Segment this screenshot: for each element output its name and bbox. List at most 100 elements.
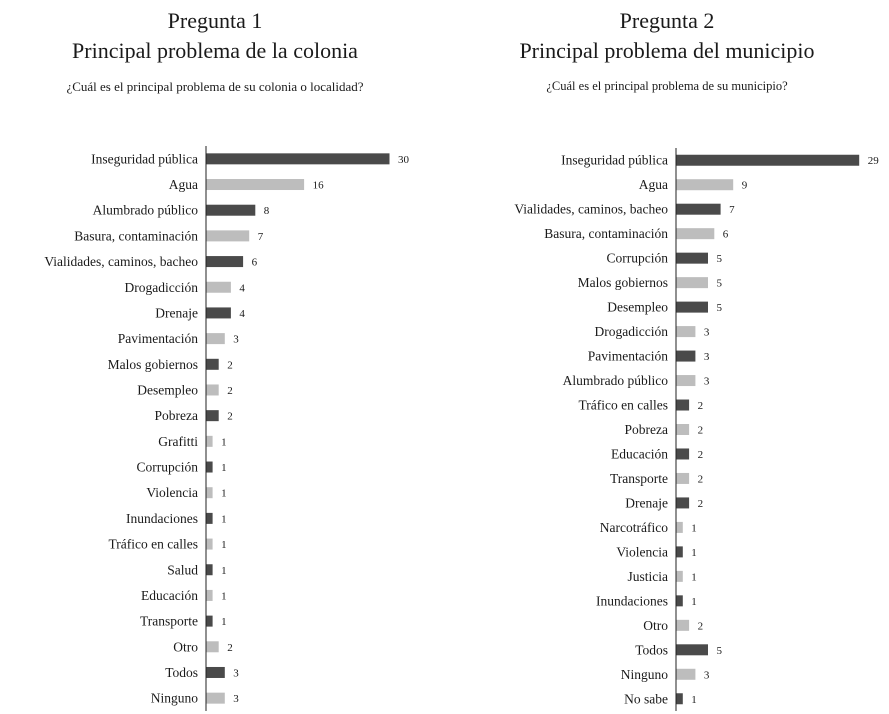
category-label: Transporte bbox=[140, 614, 198, 629]
category-label: Pobreza bbox=[625, 422, 668, 437]
bar bbox=[676, 424, 690, 435]
value-label: 8 bbox=[264, 205, 270, 217]
chart-panel-1: Pregunta 1 Principal problema de la colo… bbox=[0, 0, 430, 714]
bar bbox=[676, 252, 708, 264]
value-label: 2 bbox=[698, 449, 704, 461]
category-label: Ninguno bbox=[151, 691, 199, 706]
value-label: 4 bbox=[239, 308, 245, 320]
category-label: Educación bbox=[611, 446, 668, 461]
category-label: Drogadicción bbox=[595, 324, 669, 339]
category-label: Tráfico en calles bbox=[579, 398, 668, 413]
category-label: Pavimentación bbox=[118, 331, 198, 346]
category-label: Desempleo bbox=[137, 382, 198, 397]
bar bbox=[676, 497, 690, 509]
category-label: Agua bbox=[169, 177, 198, 192]
value-label: 1 bbox=[221, 590, 227, 602]
value-label: 1 bbox=[691, 596, 697, 608]
value-label: 5 bbox=[717, 302, 723, 314]
value-label: 5 bbox=[717, 278, 723, 290]
category-label: Otro bbox=[643, 618, 668, 633]
value-label: 2 bbox=[227, 411, 233, 423]
category-label: Vialidades, caminos, bacheo bbox=[44, 254, 198, 269]
bar bbox=[206, 435, 213, 447]
bar bbox=[206, 487, 213, 499]
bar bbox=[676, 693, 683, 705]
chart-2-question: ¿Cuál es el principal problema de su mun… bbox=[546, 79, 788, 93]
category-label: Narcotráfico bbox=[600, 520, 668, 535]
value-label: 3 bbox=[233, 693, 239, 705]
category-label: Inundaciones bbox=[596, 593, 668, 608]
bar bbox=[676, 301, 708, 313]
bar bbox=[206, 358, 219, 370]
bar bbox=[206, 564, 213, 576]
bar bbox=[206, 410, 219, 422]
category-label: Basura, contaminación bbox=[74, 228, 198, 243]
category-label: Inseguridad pública bbox=[561, 153, 668, 168]
category-label: Violencia bbox=[146, 485, 198, 500]
value-label: 2 bbox=[698, 400, 704, 412]
value-label: 1 bbox=[221, 539, 227, 551]
bar bbox=[206, 179, 305, 191]
bar bbox=[206, 538, 213, 550]
value-label: 1 bbox=[221, 616, 227, 628]
value-label: 3 bbox=[704, 351, 710, 363]
bar bbox=[206, 666, 225, 678]
value-label: 2 bbox=[227, 359, 233, 371]
bar bbox=[676, 326, 696, 338]
value-label: 5 bbox=[717, 253, 723, 265]
category-label: Todos bbox=[165, 665, 198, 680]
bar bbox=[676, 228, 715, 240]
bar bbox=[676, 668, 696, 680]
bar bbox=[206, 256, 244, 268]
bar bbox=[676, 546, 683, 558]
category-label: Grafitti bbox=[158, 434, 198, 449]
value-label: 3 bbox=[233, 667, 239, 679]
value-label: 9 bbox=[742, 180, 748, 192]
chart-2-number: Pregunta 2 bbox=[619, 8, 715, 33]
category-label: Justicia bbox=[628, 569, 669, 584]
chart-2-title: Principal problema del municipio bbox=[519, 38, 815, 63]
category-label: Todos bbox=[635, 642, 668, 657]
category-label: Inseguridad pública bbox=[91, 151, 198, 166]
category-label: No sabe bbox=[624, 691, 668, 706]
category-label: Drogadicción bbox=[125, 280, 199, 295]
value-label: 1 bbox=[221, 513, 227, 525]
value-label: 6 bbox=[252, 257, 258, 269]
category-label: Violencia bbox=[616, 544, 668, 559]
value-label: 1 bbox=[691, 547, 697, 559]
category-label: Vialidades, caminos, bacheo bbox=[514, 202, 668, 217]
value-label: 5 bbox=[717, 645, 723, 657]
value-label: 2 bbox=[698, 425, 704, 437]
category-label: Educación bbox=[141, 588, 198, 603]
category-label: Basura, contaminación bbox=[544, 226, 668, 241]
bar bbox=[206, 641, 219, 653]
value-label: 2 bbox=[698, 473, 704, 485]
bar bbox=[206, 333, 225, 345]
category-label: Inundaciones bbox=[126, 511, 198, 526]
bar bbox=[676, 375, 696, 387]
chart-1-question: ¿Cuál es el principal problema de su col… bbox=[66, 79, 364, 94]
chart-1-number: Pregunta 1 bbox=[167, 8, 263, 33]
bar bbox=[676, 448, 690, 460]
category-label: Alumbrado público bbox=[93, 203, 199, 218]
value-label: 30 bbox=[398, 154, 410, 166]
bar bbox=[206, 512, 213, 524]
value-label: 6 bbox=[723, 229, 729, 241]
bar bbox=[206, 384, 219, 396]
value-label: 16 bbox=[313, 180, 325, 192]
bar bbox=[206, 230, 250, 242]
category-label: Tráfico en calles bbox=[109, 537, 198, 552]
bar bbox=[206, 281, 231, 293]
category-label: Pobreza bbox=[155, 408, 198, 423]
bar bbox=[676, 570, 683, 582]
bar bbox=[676, 350, 696, 362]
value-label: 29 bbox=[868, 155, 880, 167]
value-label: 3 bbox=[704, 376, 710, 388]
value-label: 4 bbox=[239, 282, 245, 294]
value-label: 7 bbox=[729, 204, 735, 216]
value-label: 1 bbox=[221, 462, 227, 474]
category-label: Malos gobiernos bbox=[108, 357, 198, 372]
category-label: Corrupción bbox=[607, 251, 669, 266]
bar bbox=[676, 619, 690, 631]
category-label: Pavimentación bbox=[588, 349, 668, 364]
